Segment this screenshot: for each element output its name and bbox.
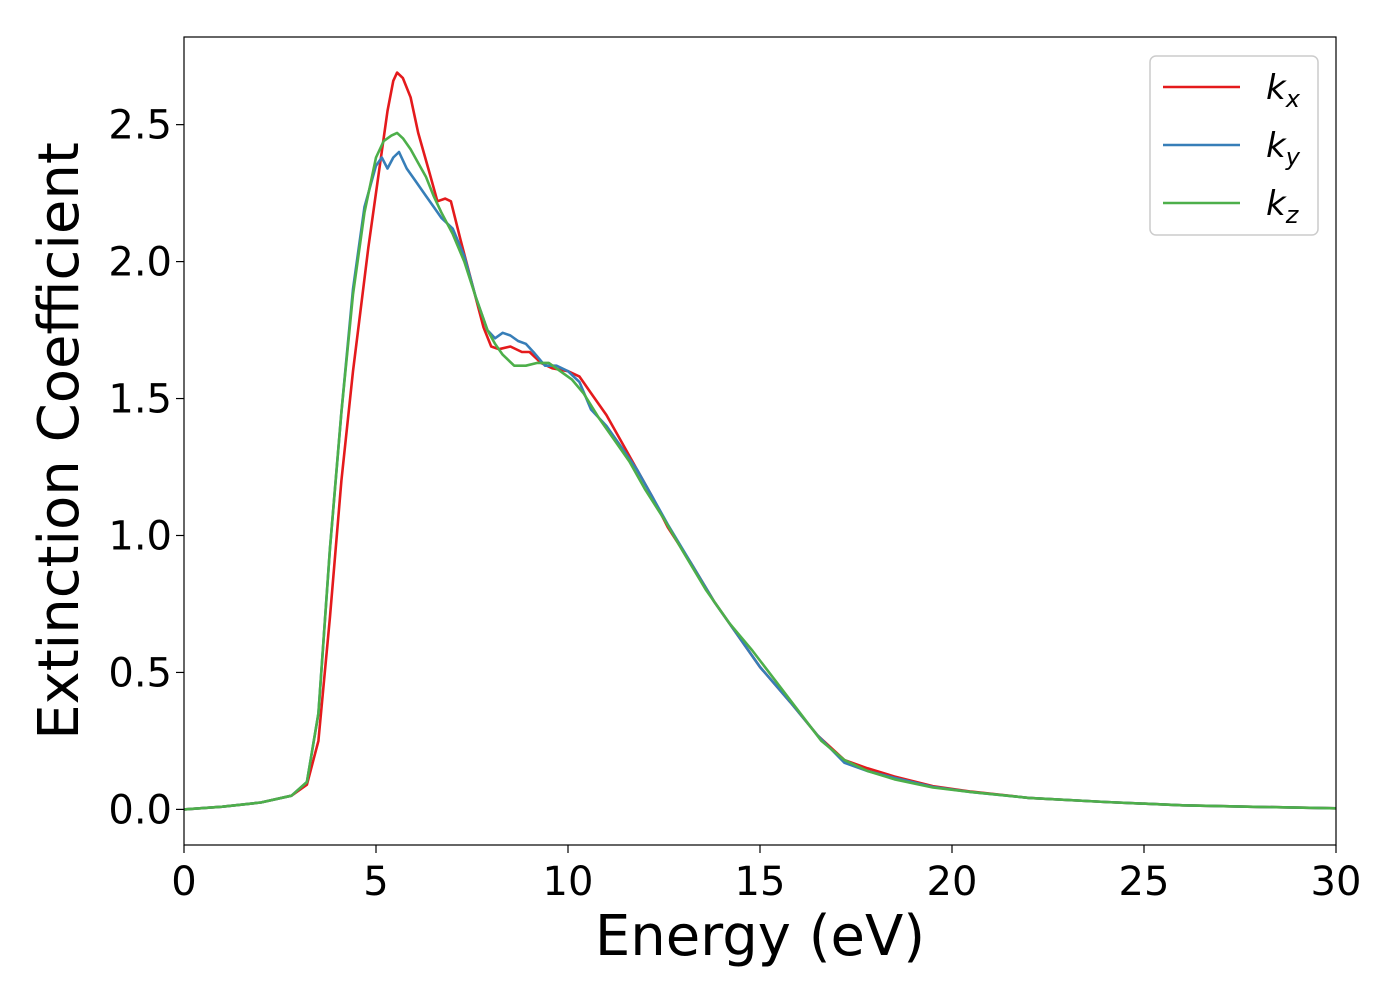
y-tick-label: 0.5 — [108, 650, 172, 696]
legend-label-z: kz — [1266, 184, 1300, 229]
x-tick-label: 30 — [1311, 859, 1362, 905]
legend-label-y: ky — [1266, 126, 1301, 171]
y-tick-label: 0.0 — [108, 787, 172, 833]
x-tick-label: 5 — [363, 859, 388, 905]
legend-label-x: kx — [1266, 68, 1301, 113]
y-tick-label: 1.5 — [108, 377, 172, 423]
x-tick-label: 0 — [171, 859, 196, 905]
x-tick-label: 15 — [735, 859, 786, 905]
y-axis-ticks: 0.0 0.5 1.0 1.5 2.0 2.5 — [108, 103, 184, 833]
x-axis-title: Energy (eV) — [595, 904, 925, 969]
legend: kx ky kz — [1149, 55, 1319, 236]
y-tick-label: 2.5 — [108, 103, 172, 149]
x-tick-label: 25 — [1119, 859, 1170, 905]
series-group — [183, 71, 1337, 811]
y-tick-label: 2.0 — [108, 240, 172, 286]
x-tick-label: 20 — [927, 859, 978, 905]
series-line-z — [183, 131, 1337, 811]
x-axis-ticks: 0 5 10 15 20 25 30 — [171, 845, 1361, 905]
y-axis-title: Extinction Coefficient — [27, 142, 92, 740]
plot-area — [184, 37, 1336, 845]
y-tick-label: 1.0 — [108, 513, 172, 559]
x-tick-label: 10 — [543, 859, 594, 905]
